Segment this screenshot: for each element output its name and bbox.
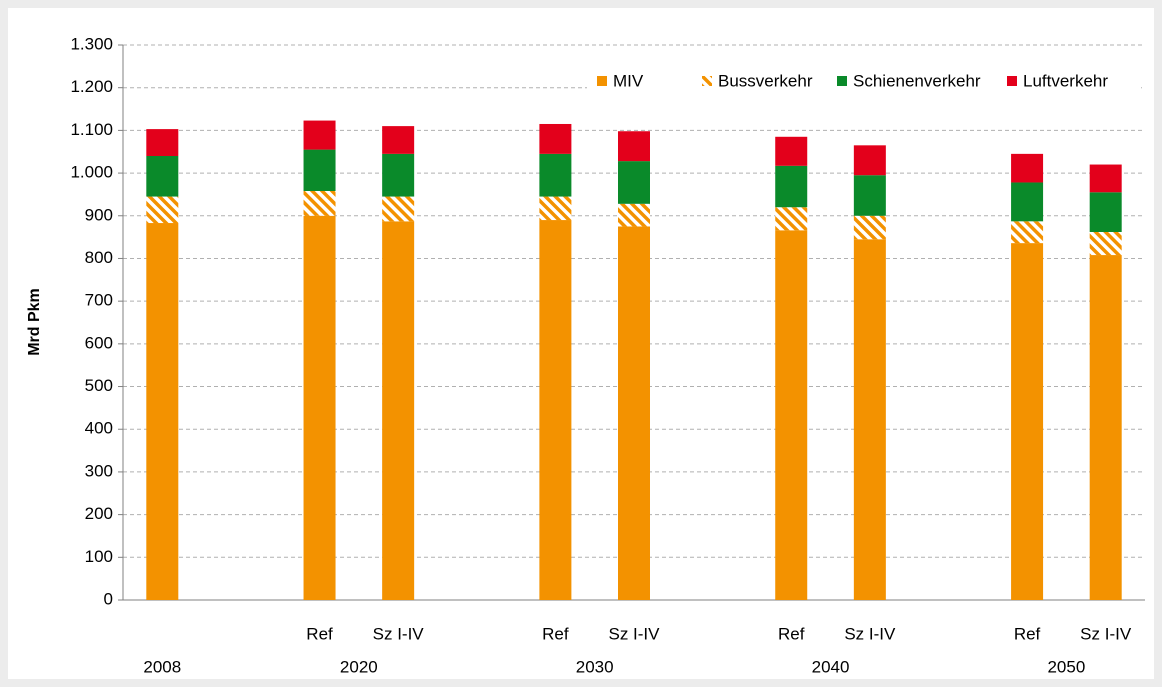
bar-segment <box>382 221 415 601</box>
legend-swatch <box>837 76 847 86</box>
bar-segment <box>853 145 886 176</box>
bar-segment <box>618 131 650 162</box>
bar-segment <box>539 196 572 221</box>
x-tick-label: Sz I-IV <box>844 624 896 643</box>
x-tick-label: Ref <box>778 624 805 643</box>
bar-segment <box>618 226 650 600</box>
bar-segment <box>853 239 886 600</box>
x-tick-label: Ref <box>542 624 569 643</box>
legend: MIV Bussverkehr Schienenverkehr Luftverkehr <box>587 62 1141 100</box>
bar-segment <box>1089 164 1122 193</box>
group-label: 2008 <box>143 657 181 676</box>
y-axis-label: Mrd Pkm <box>26 288 43 356</box>
y-tick-label: 1.200 <box>70 77 113 96</box>
bar-segment <box>303 120 336 150</box>
legend-label: Luftverkehr <box>1023 71 1108 90</box>
bar-segment <box>1011 182 1044 222</box>
bar-segment <box>1011 243 1044 601</box>
bar-segment <box>146 156 179 197</box>
bar-segment <box>303 149 336 192</box>
y-tick-label: 700 <box>85 291 113 310</box>
bar-segment <box>382 196 415 222</box>
bar-segment <box>146 196 179 224</box>
legend-swatch <box>597 76 607 86</box>
group-label: 2050 <box>1047 657 1085 676</box>
bar-segment <box>1089 231 1122 256</box>
legend-background <box>587 62 1141 100</box>
y-tick-label: 300 <box>85 461 113 480</box>
y-tick-label: 0 <box>104 589 113 608</box>
bar-segment <box>382 126 415 154</box>
legend-label: MIV <box>613 71 644 90</box>
y-tick-label: 100 <box>85 547 113 566</box>
x-tick-label: Ref <box>1014 624 1041 643</box>
x-tick-label: Sz I-IV <box>373 624 425 643</box>
x-tick-label: Sz I-IV <box>1080 624 1132 643</box>
group-label: 2030 <box>576 657 614 676</box>
group-label: 2040 <box>812 657 850 676</box>
bar-segment <box>1089 255 1122 601</box>
bar-segment <box>853 175 886 216</box>
bar-segment <box>775 165 808 208</box>
bar-segment <box>1011 221 1044 244</box>
bar-segment <box>1011 153 1044 183</box>
x-tick-label: Ref <box>306 624 333 643</box>
y-tick-label: 1.300 <box>70 34 113 53</box>
legend-swatch <box>1007 76 1017 86</box>
legend-label: Bussverkehr <box>718 71 813 90</box>
bar-segment <box>539 220 572 601</box>
bar-segment <box>539 123 572 154</box>
bar-segment <box>775 136 808 166</box>
bar-segment <box>618 161 650 204</box>
bar-segment <box>775 230 808 601</box>
bar-segment <box>853 215 886 240</box>
bar-segment <box>618 203 650 227</box>
y-tick-label: 200 <box>85 504 113 523</box>
legend-label: Schienenverkehr <box>853 71 981 90</box>
y-tick-label: 400 <box>85 419 113 438</box>
bar-segment <box>1089 192 1122 232</box>
group-label: 2020 <box>340 657 378 676</box>
y-tick-label: 900 <box>85 205 113 224</box>
bar-segment <box>303 215 336 600</box>
y-tick-label: 1.000 <box>70 163 113 182</box>
x-tick-label: Sz I-IV <box>608 624 660 643</box>
legend-swatch <box>702 76 712 86</box>
y-tick-label: 600 <box>85 333 113 352</box>
y-tick-label: 500 <box>85 376 113 395</box>
bar-segment <box>146 129 179 156</box>
y-tick-label: 1.100 <box>70 120 113 139</box>
bar-segment <box>775 207 808 231</box>
bar-segment <box>382 153 415 197</box>
bar-segment <box>303 191 336 216</box>
bar-segment <box>146 223 179 600</box>
y-tick-label: 800 <box>85 248 113 267</box>
bar-segment <box>539 153 572 197</box>
